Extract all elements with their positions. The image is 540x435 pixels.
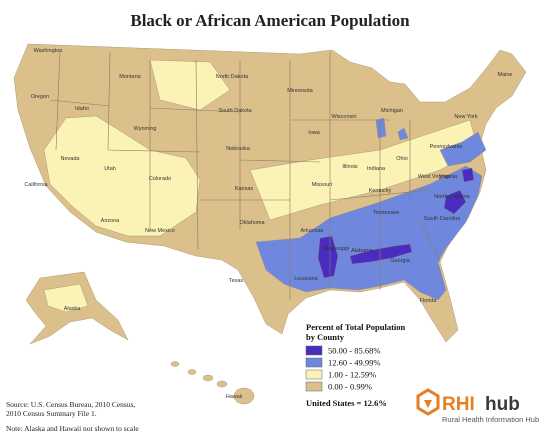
- state-label: Illinois: [342, 164, 358, 170]
- state-label: Pennsylvania: [430, 144, 464, 150]
- hawaii-island: [202, 374, 214, 382]
- state-label: Wisconsin: [331, 114, 356, 120]
- alaska-low-area: [43, 283, 89, 313]
- state-label: Kentucky: [369, 188, 392, 194]
- hawaii-island: [233, 387, 255, 405]
- hawaii: [170, 361, 255, 405]
- legend-label: 0.00 - 0.99%: [328, 382, 372, 392]
- northeast-high-area: [439, 131, 487, 167]
- state-label: South Carolina: [424, 216, 461, 222]
- state-label: Hawaii: [226, 394, 243, 400]
- us-total: United States = 12.6%: [306, 398, 387, 408]
- southern-high-area: [255, 165, 483, 301]
- logo: RHI hub Rural Health Information Hub: [416, 388, 539, 424]
- hawaii-island: [170, 361, 180, 367]
- legend-label: 50.00 - 85.68%: [328, 346, 380, 356]
- state-label: Virginia: [439, 174, 458, 180]
- state-label: Oregon: [31, 94, 49, 100]
- state-label: Nevada: [61, 156, 81, 162]
- legend-swatch: [305, 369, 323, 380]
- black-belt-highest-area: [349, 243, 413, 265]
- state-label: Louisiana: [294, 276, 318, 282]
- state-label: New York: [454, 114, 477, 120]
- state-label: Missouri: [312, 182, 332, 188]
- state-label: Colorado: [149, 176, 171, 182]
- title: Black or African American Population: [130, 11, 410, 30]
- state-label: Florida: [420, 298, 438, 304]
- state-label: North Dakota: [216, 74, 249, 80]
- state-label: Nebraska: [226, 146, 250, 152]
- legend-label: 12.60 - 49.99%: [328, 358, 380, 368]
- state-labels: Washington Oregon Idaho Montana Wyoming Nevad…: [24, 48, 512, 400]
- legend-title: by County: [306, 332, 345, 342]
- state-label: Indiana: [367, 166, 386, 172]
- state-label: Maine: [498, 72, 513, 78]
- logo-subtitle: Rural Health Information Hub: [442, 415, 539, 424]
- note: Note: Alaska and Hawaii not shown to sca…: [6, 424, 139, 433]
- state-label: Idaho: [75, 106, 89, 112]
- state-label: Arkansas: [301, 228, 324, 234]
- state-label: Montana: [119, 74, 141, 80]
- state-label: North Carolina: [434, 194, 470, 200]
- hawaii-island: [216, 380, 228, 388]
- legend-swatch: [305, 357, 323, 368]
- state-label: Arizona: [101, 218, 121, 224]
- carolina-highest-area: [443, 189, 467, 215]
- northern-low-area: [149, 59, 231, 111]
- state-label: Minnesota: [287, 88, 313, 94]
- hawaii-island: [187, 369, 197, 375]
- state-label: Washington: [34, 48, 63, 54]
- state-label: Alaska: [64, 306, 81, 312]
- legend-swatch: [305, 345, 323, 356]
- state-label: Georgia: [390, 258, 411, 264]
- state-label: New Mexico: [145, 228, 175, 234]
- western-low-area: [43, 115, 201, 237]
- state-label: West Virginia: [418, 174, 451, 180]
- state-label: Utah: [104, 166, 116, 172]
- virginia-highest-area: [461, 167, 475, 183]
- legend-title: Percent of Total Population: [306, 322, 406, 332]
- state-label: Wyoming: [134, 126, 157, 132]
- legend-swatch: [305, 381, 323, 392]
- logo-icon-center: [424, 400, 432, 408]
- state-label: Alabama: [351, 248, 374, 254]
- chicago-high-area: [375, 117, 387, 139]
- state-label: South Dakota: [218, 108, 252, 114]
- logo-word: hub: [485, 394, 520, 415]
- state-label: Ohio: [396, 156, 408, 162]
- source: 2010 Census Summary File 1.: [6, 409, 97, 418]
- state-label: Tennessee: [373, 210, 400, 216]
- detroit-high-area: [397, 127, 409, 141]
- state-label: Oklahoma: [239, 220, 265, 226]
- state-label: Iowa: [308, 130, 321, 136]
- state-borders: [49, 49, 441, 300]
- delta-highest-area: [317, 235, 339, 279]
- state-label: Kansas: [235, 186, 254, 192]
- state-label: Michigan: [381, 108, 403, 114]
- state-label: Mississippi: [323, 246, 350, 252]
- map-land: [13, 43, 527, 405]
- state-label: California: [24, 182, 48, 188]
- legend: Percent of Total Population by County 50…: [305, 322, 406, 408]
- legend-items: 50.00 - 85.68% 12.60 - 49.99% 1.00 - 12.59…: [305, 345, 380, 392]
- legend-label: 1.00 - 12.59%: [328, 370, 376, 380]
- logo-icon: [416, 388, 440, 416]
- logo-mark: RHI: [442, 394, 475, 415]
- state-label: Texas: [229, 278, 244, 284]
- source: Source: U.S. Census Bureau, 2010 Census,: [6, 400, 135, 409]
